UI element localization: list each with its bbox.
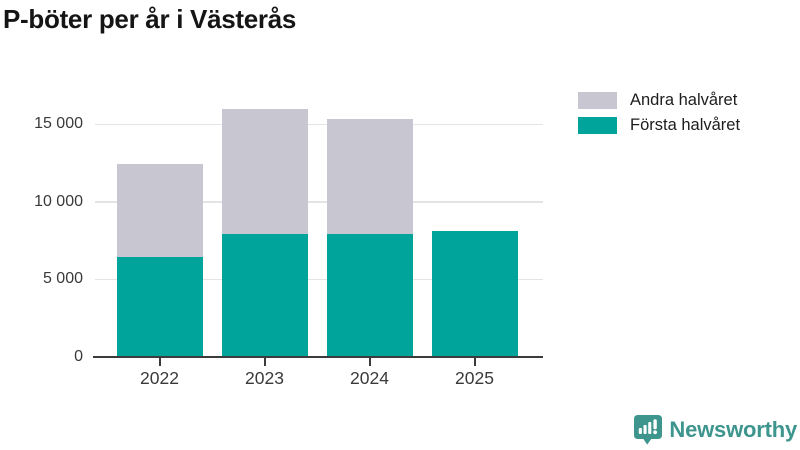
newsworthy-logo: Newsworthy	[634, 415, 797, 445]
legend-label: Första halvåret	[630, 116, 741, 134]
brand-name: Newsworthy	[669, 417, 797, 442]
plot-area: 0 5 000 10 000 15 000 2022 2023 2024 2025	[34, 80, 543, 388]
bar-segment-2025-series0	[431, 230, 518, 357]
x-axis-tick	[263, 358, 266, 366]
gridline	[95, 278, 543, 280]
legend-swatch-icon	[578, 117, 617, 134]
bar-segment-2023-series1	[221, 108, 308, 235]
y-axis-label: 5 000	[42, 270, 83, 287]
legend-item: Första halvåret	[578, 116, 741, 134]
y-axis-label: 15 000	[34, 115, 83, 132]
legend-swatch-icon	[578, 92, 617, 109]
x-axis-tick	[158, 358, 161, 366]
x-axis-tick	[368, 358, 371, 366]
bar-segment-2024-series1	[326, 119, 413, 235]
x-axis-label: 2022	[140, 368, 179, 388]
y-axis-label: 10 000	[34, 192, 83, 210]
x-axis-label: 2024	[350, 368, 389, 388]
legend-label: Andra halvåret	[630, 91, 738, 109]
x-axis-label: 2025	[455, 368, 494, 388]
x-axis-label: 2023	[245, 368, 284, 388]
gridline	[95, 201, 543, 203]
legend: Andra halvåret Första halvåret	[578, 91, 741, 142]
x-axis-line	[93, 355, 543, 358]
gridline	[95, 123, 543, 125]
bar-segment-2022-series1	[116, 164, 203, 258]
bar-segment-2022-series0	[116, 257, 203, 357]
x-axis-tick	[473, 358, 476, 366]
chart-title: P-böter per år i Västerås	[3, 4, 297, 34]
bar-segment-2024-series0	[326, 234, 413, 357]
bar-chart-speech-bubble-icon	[634, 415, 663, 445]
legend-item: Andra halvåret	[578, 91, 740, 109]
y-axis-label: 0	[74, 347, 83, 365]
bar-segment-2023-series0	[221, 234, 308, 357]
